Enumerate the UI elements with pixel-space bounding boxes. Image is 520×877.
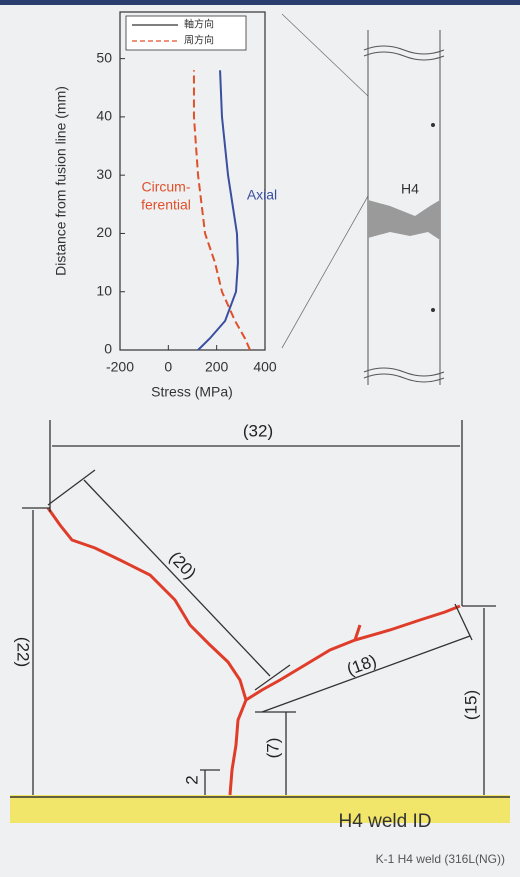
y-tick-label: 40 xyxy=(96,108,112,124)
annotation: Circum- xyxy=(142,179,191,195)
dimension-label: (20) xyxy=(165,548,200,583)
legend xyxy=(125,15,247,51)
y-tick-label: 0 xyxy=(104,341,112,357)
y-tick-label: 50 xyxy=(96,49,112,65)
y-tick-label: 30 xyxy=(96,166,112,182)
dimension-label: (7) xyxy=(263,738,282,759)
dimension-label: (18) xyxy=(344,651,379,679)
x-axis-label: Stress (MPa) xyxy=(151,384,233,400)
x-tick-label: 200 xyxy=(205,359,229,375)
plot-frame xyxy=(119,11,266,351)
dimension-label: (22) xyxy=(14,637,33,667)
series-line xyxy=(197,70,239,351)
dimension-lines xyxy=(22,420,496,795)
pipe-label: H4 xyxy=(401,181,419,197)
y-tick-label: 10 xyxy=(96,282,112,298)
top-band xyxy=(0,0,520,5)
pipe xyxy=(281,13,445,385)
dimension-label: 2 xyxy=(182,775,201,784)
dimension-label: (32) xyxy=(243,421,273,440)
annotation: Axial xyxy=(247,187,277,203)
annotation: ferential xyxy=(141,197,191,213)
legend-label: 周方向 xyxy=(184,34,214,47)
crack xyxy=(46,507,461,796)
x-tick-label: 0 xyxy=(164,359,172,375)
series-line xyxy=(192,70,251,351)
weld-base xyxy=(10,795,510,823)
x-tick-label: 400 xyxy=(253,359,277,375)
base-label: H4 weld ID xyxy=(339,811,432,832)
caption: K-1 H4 weld (316L(NG)) xyxy=(376,852,505,866)
y-tick-label: 20 xyxy=(96,224,112,240)
dimension-label: (15) xyxy=(461,690,480,720)
y-axis-label: Distance from fusion line (mm) xyxy=(53,86,69,276)
x-tick-label: -200 xyxy=(106,359,134,375)
legend-label: 軸方向 xyxy=(184,18,214,31)
